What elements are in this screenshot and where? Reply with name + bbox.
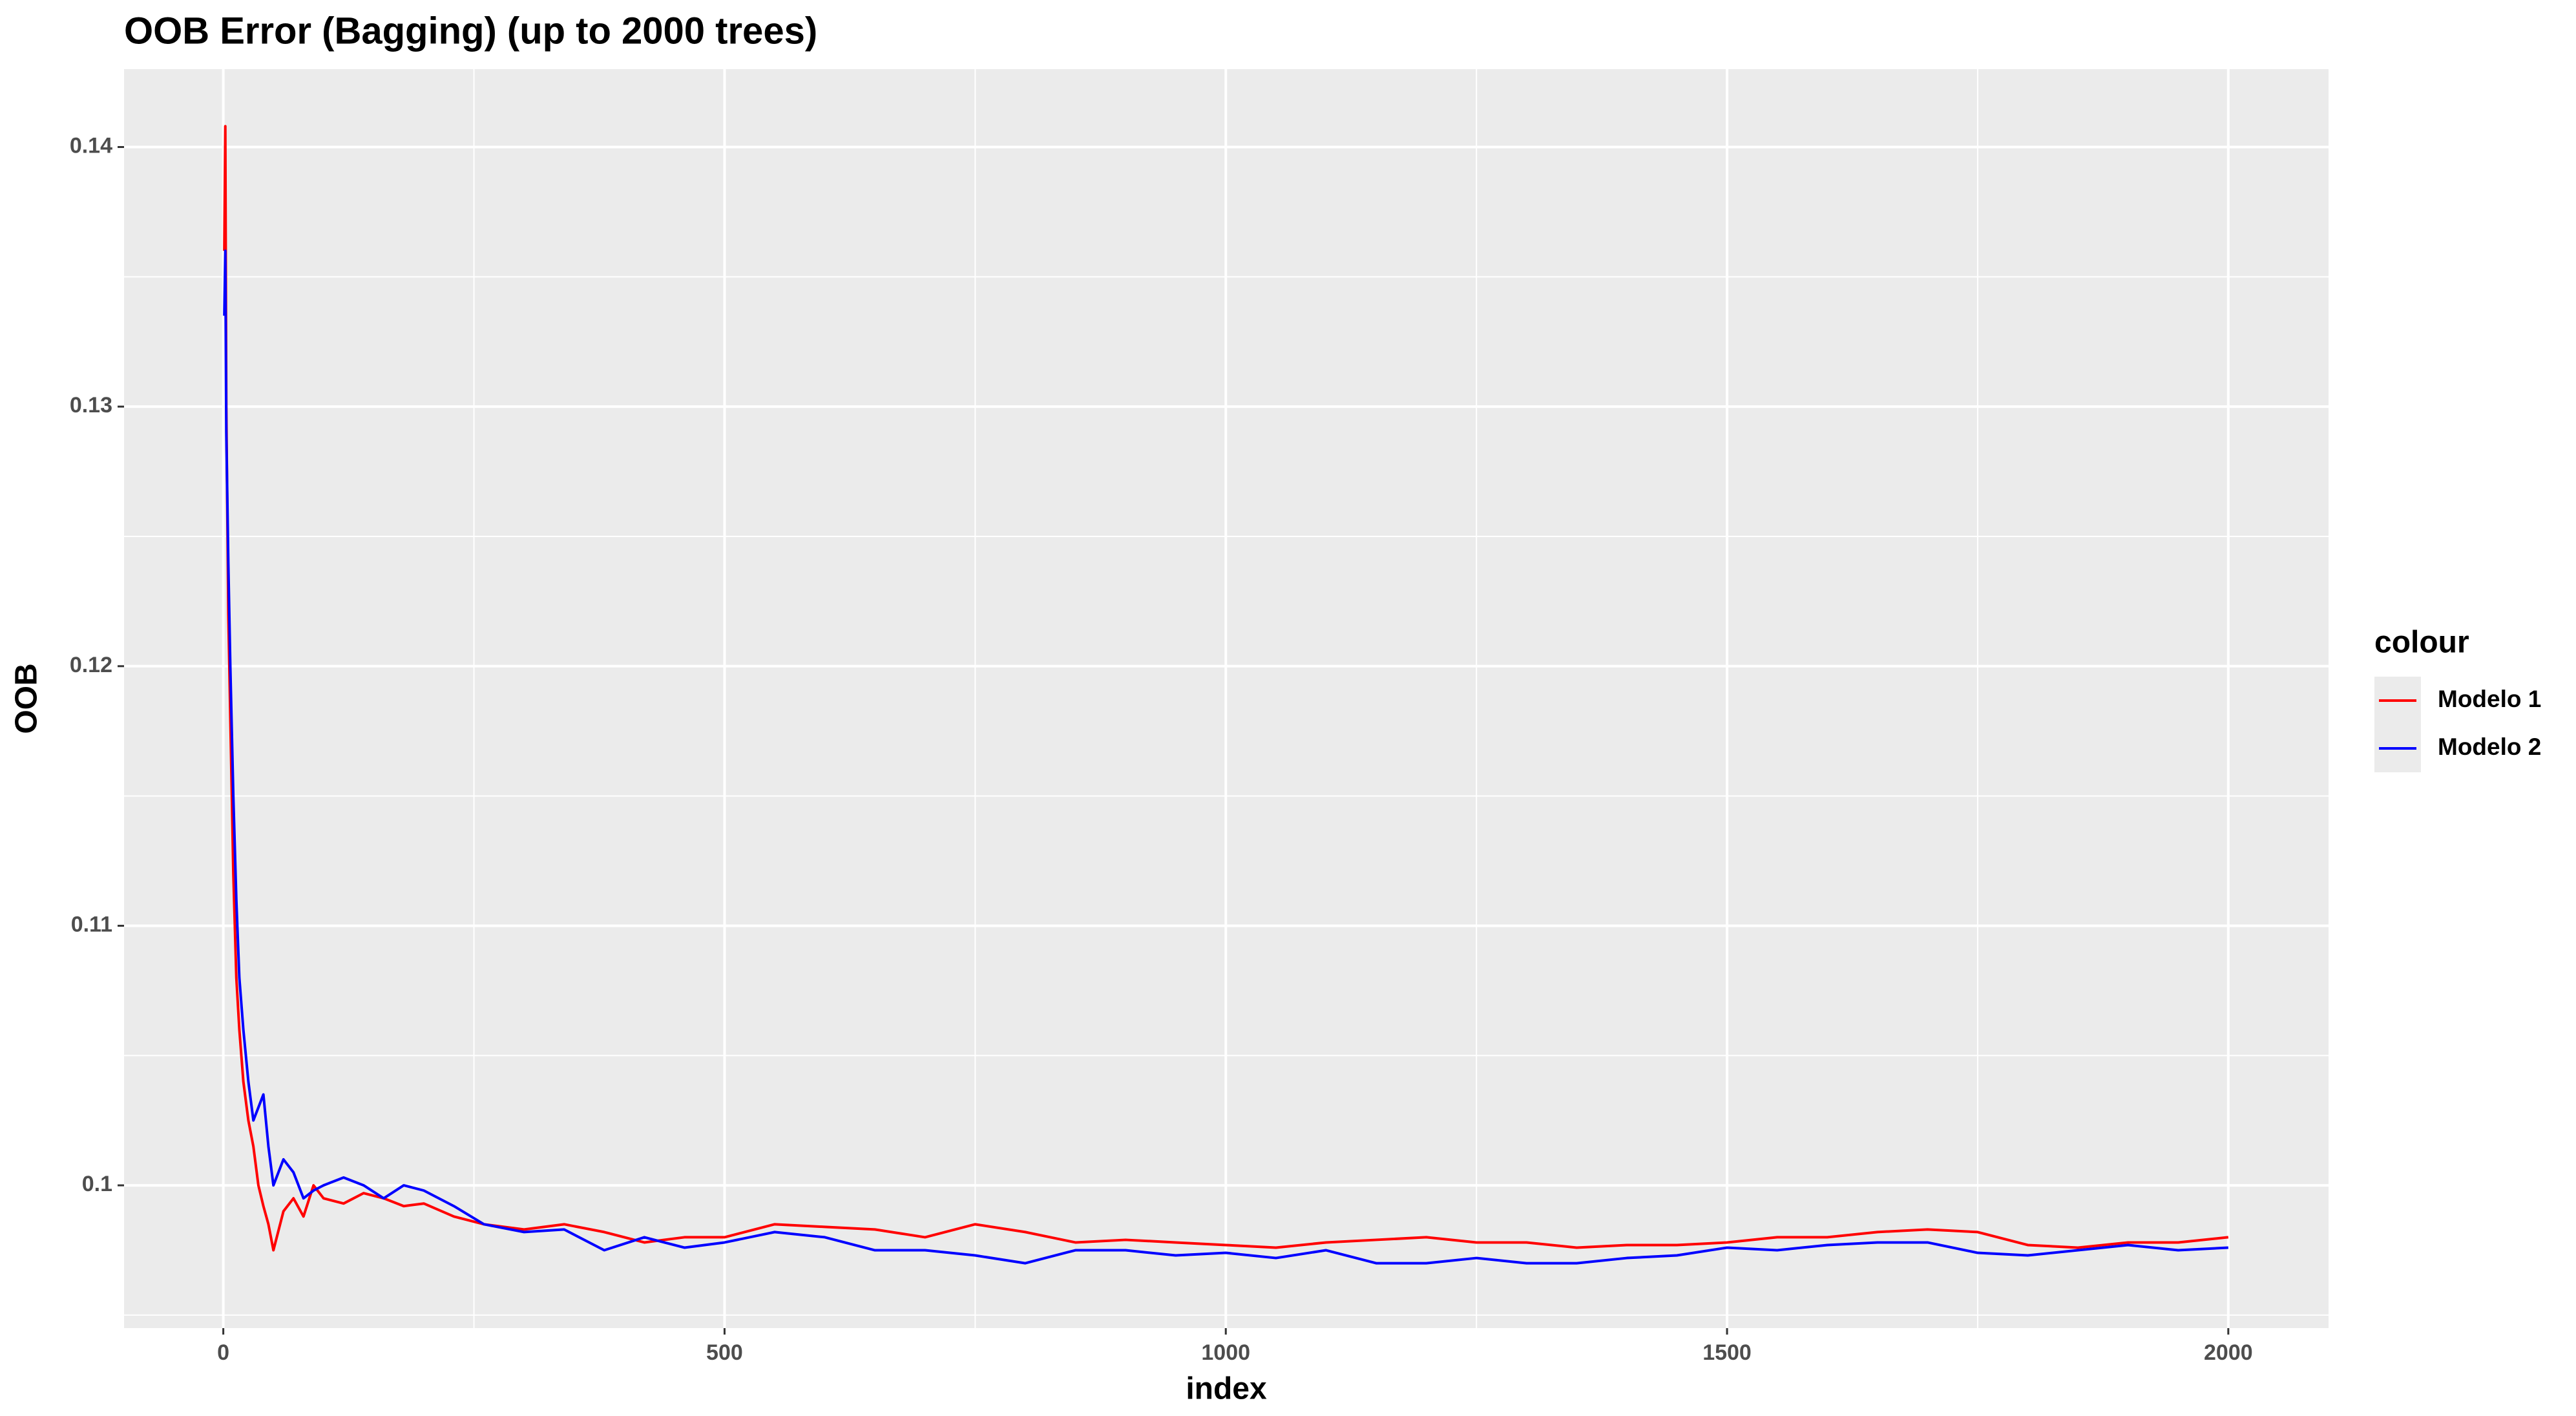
legend-label: Modelo 1	[2438, 686, 2541, 712]
y-tick-label: 0.14	[70, 133, 112, 158]
y-tick-label: 0.13	[70, 393, 112, 417]
x-tick-label: 2000	[2204, 1340, 2253, 1365]
y-tick-label: 0.1	[82, 1172, 112, 1196]
chart-title: OOB Error (Bagging) (up to 2000 trees)	[124, 10, 817, 52]
x-axis-title: index	[1186, 1372, 1267, 1406]
x-tick-label: 500	[706, 1340, 743, 1365]
legend-title: colour	[2374, 626, 2469, 660]
y-axis-title: OOB	[10, 663, 44, 734]
x-tick-label: 1500	[1702, 1340, 1752, 1365]
data-line	[223, 125, 2229, 1252]
x-tick-label: 1000	[1201, 1340, 1250, 1365]
y-tick-label: 0.12	[70, 653, 112, 677]
x-tick-label: 0	[217, 1340, 229, 1365]
data-line	[223, 249, 2228, 1265]
y-tick-label: 0.11	[71, 912, 112, 936]
legend-label: Modelo 2	[2438, 734, 2541, 760]
